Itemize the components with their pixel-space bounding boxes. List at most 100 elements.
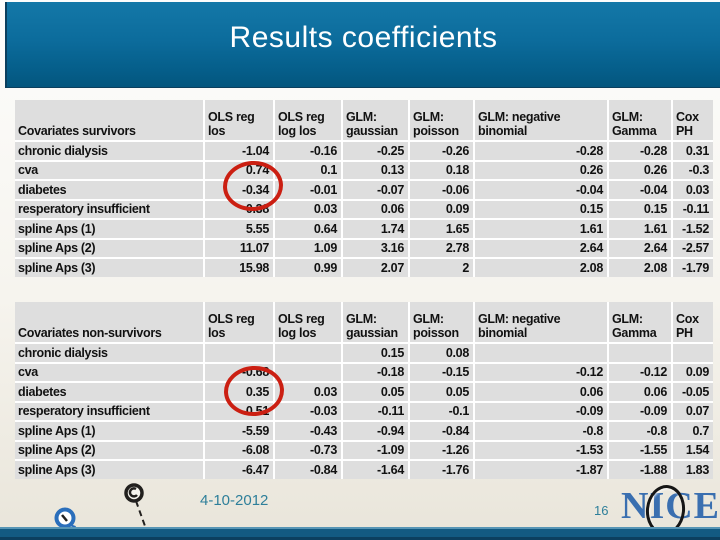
value-cell: 1.61 [609, 220, 671, 238]
value-cell [475, 344, 607, 362]
row-label: chronic dialysis [15, 344, 203, 362]
value-cell: -0.84 [410, 422, 473, 440]
value-cell: 0.03 [275, 200, 341, 218]
value-cell: -0.1 [410, 402, 473, 420]
value-cell: -1.79 [673, 259, 713, 277]
value-cell: -0.07 [343, 181, 408, 199]
column-header: GLM: gaussian [343, 100, 408, 140]
row-label: cva [15, 161, 203, 179]
value-cell: 0.03 [275, 383, 341, 401]
value-cell: -1.26 [410, 441, 473, 459]
value-cell: -0.28 [609, 142, 671, 160]
value-cell: -0.06 [410, 181, 473, 199]
row-label: spline Aps (1) [15, 220, 203, 238]
value-cell: 2.64 [609, 239, 671, 257]
nice-logo-text: NICE [621, 485, 720, 527]
value-cell: -0.09 [609, 402, 671, 420]
row-label: spline Aps (2) [15, 239, 203, 257]
column-header: Covariates survivors [15, 100, 203, 140]
value-cell: 1.54 [673, 441, 713, 459]
column-header: OLS reg los [205, 302, 273, 342]
value-cell: 0.09 [673, 363, 713, 381]
value-cell: -0.51 [205, 402, 273, 420]
value-cell: 2.07 [343, 259, 408, 277]
value-cell: -1.52 [673, 220, 713, 238]
value-cell: -0.05 [673, 383, 713, 401]
value-cell: 1.65 [410, 220, 473, 238]
value-cell: -0.26 [410, 142, 473, 160]
value-cell [673, 344, 713, 362]
value-cell: 15.98 [205, 259, 273, 277]
row-label: diabetes [15, 383, 203, 401]
value-cell: 2.08 [475, 259, 607, 277]
value-cell: -0.01 [275, 181, 341, 199]
bottom-accent-bar [0, 527, 720, 540]
value-cell: -0.12 [475, 363, 607, 381]
value-cell: 0.13 [343, 161, 408, 179]
value-cell [609, 344, 671, 362]
column-header: OLS reg log los [275, 302, 341, 342]
value-cell: -0.28 [475, 142, 607, 160]
slide-title: Results coefficients [229, 20, 498, 54]
value-cell: -1.88 [609, 461, 671, 479]
value-cell: 0.06 [343, 200, 408, 218]
value-cell: 1.61 [475, 220, 607, 238]
column-header: GLM: Gamma [609, 100, 671, 140]
column-header: GLM: poisson [410, 100, 473, 140]
value-cell: 3.16 [343, 239, 408, 257]
nice-logo: NICE [621, 483, 719, 537]
value-cell: 11.07 [205, 239, 273, 257]
value-cell: 0.15 [609, 200, 671, 218]
value-cell: -0.15 [410, 363, 473, 381]
column-header: OLS reg los [205, 100, 273, 140]
value-cell: -0.25 [343, 142, 408, 160]
column-header: Covariates non-survivors [15, 302, 203, 342]
value-cell: 0.18 [410, 161, 473, 179]
value-cell: -0.73 [275, 441, 341, 459]
value-cell: -1.87 [475, 461, 607, 479]
value-cell: -0.12 [609, 363, 671, 381]
column-header: GLM: negative binomial [475, 302, 607, 342]
value-cell: -1.53 [475, 441, 607, 459]
column-header: GLM: Gamma [609, 302, 671, 342]
row-label: spline Aps (1) [15, 422, 203, 440]
row-label: resperatory insufficient [15, 402, 203, 420]
column-header: Cox PH [673, 302, 713, 342]
value-cell: -6.08 [205, 441, 273, 459]
value-cell: -1.09 [343, 441, 408, 459]
value-cell: -5.59 [205, 422, 273, 440]
value-cell: 0.05 [410, 383, 473, 401]
value-cell: -6.47 [205, 461, 273, 479]
column-header: Cox PH [673, 100, 713, 140]
value-cell: 0.15 [475, 200, 607, 218]
page-number: 16 [594, 503, 609, 518]
value-cell [275, 344, 341, 362]
row-label: spline Aps (3) [15, 461, 203, 479]
value-cell: 5.55 [205, 220, 273, 238]
value-cell: 0.31 [673, 142, 713, 160]
value-cell: 2.64 [475, 239, 607, 257]
value-cell: 0.74 [205, 161, 273, 179]
value-cell: 0.64 [275, 220, 341, 238]
value-cell: 1.09 [275, 239, 341, 257]
value-cell: -1.64 [343, 461, 408, 479]
slide-title-bar: Results coefficients [5, 2, 720, 88]
row-label: resperatory insufficient [15, 200, 203, 218]
column-header: GLM: gaussian [343, 302, 408, 342]
column-header: GLM: negative binomial [475, 100, 607, 140]
value-cell [205, 344, 273, 362]
value-cell: 2.78 [410, 239, 473, 257]
value-cell: 0.06 [609, 383, 671, 401]
value-cell: 0.05 [343, 383, 408, 401]
value-cell: 0.26 [475, 161, 607, 179]
value-cell: 2.08 [609, 259, 671, 277]
value-cell: -0.8 [609, 422, 671, 440]
value-cell: 2 [410, 259, 473, 277]
slide-date: 4-10-2012 [200, 492, 269, 509]
callout-pins-graphic [54, 483, 151, 540]
value-cell: 0.03 [673, 181, 713, 199]
value-cell: -0.09 [475, 402, 607, 420]
value-cell: -0.16 [275, 142, 341, 160]
value-cell: -1.55 [609, 441, 671, 459]
